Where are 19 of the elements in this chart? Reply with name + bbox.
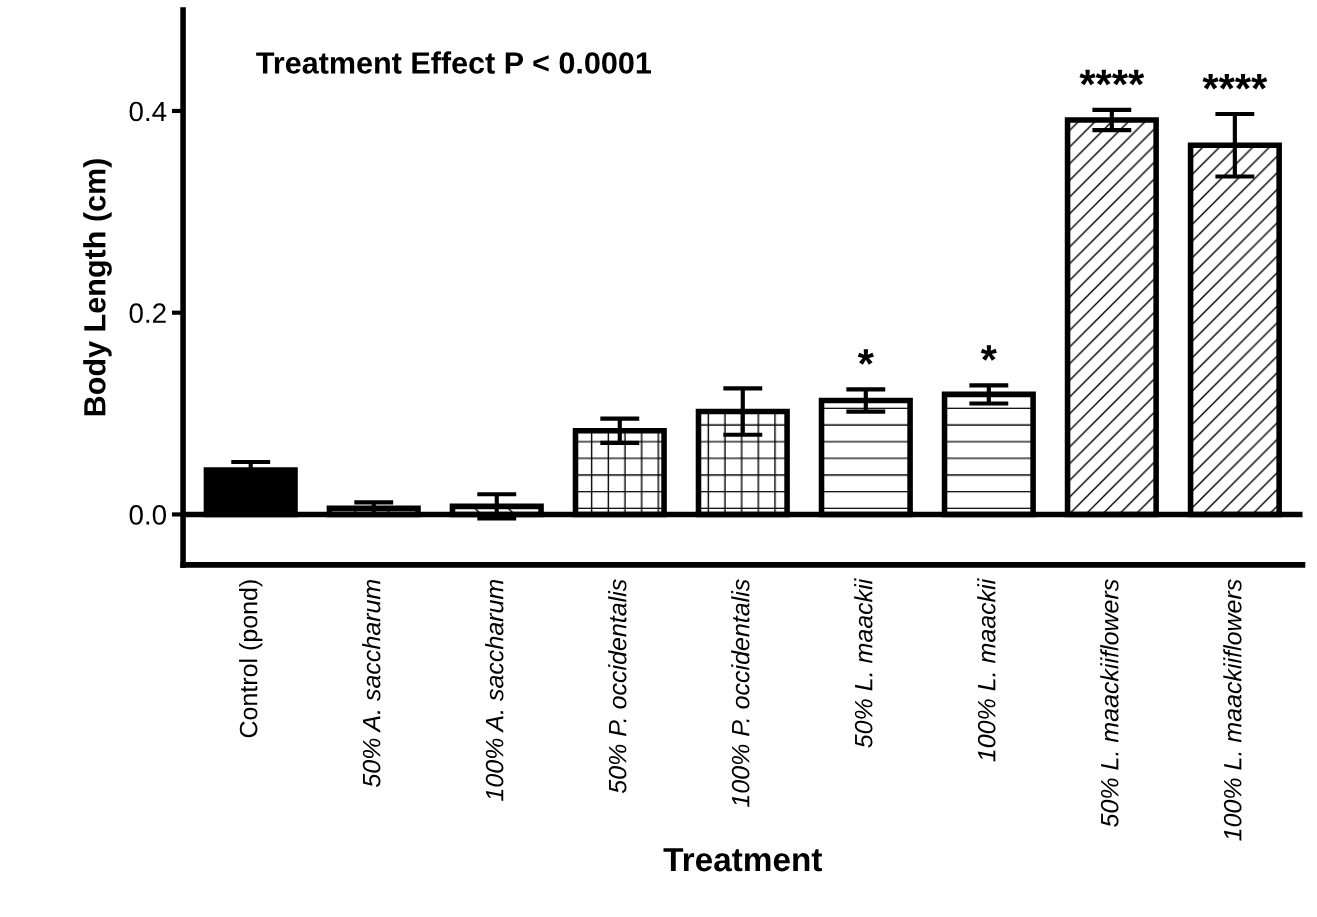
annotation: **** <box>1202 73 1268 90</box>
annotation: * <box>857 349 874 365</box>
y-tick-label: 0.4 <box>129 101 167 122</box>
x-tick-label: 50% A. saccharum <box>362 579 381 788</box>
y-tick-label: 0.2 <box>129 303 166 324</box>
y-axis-title: Body Length (cm) <box>83 159 112 416</box>
x-tick-label: 100% P. occidentalis <box>731 579 750 807</box>
x-tick-label: 100% A. saccharum <box>485 579 504 801</box>
x-tick-label: 50% L. maackiiflowers <box>1100 579 1119 827</box>
x-tick-label: Control (pond) <box>239 580 263 738</box>
annotation: * <box>980 345 997 361</box>
x-tick-label: 50% P. occidentalis <box>608 579 627 794</box>
annotation: **** <box>1079 69 1145 86</box>
annotation: Treatment Effect P < 0.0001 <box>256 51 652 74</box>
x-tick-label: 100% L. maackii <box>977 578 996 762</box>
y-tick-label: 0.0 <box>129 505 167 525</box>
x-tick-label: 100% L. maackiiflowers <box>1223 579 1242 841</box>
x-axis-title: Treatment <box>663 848 823 872</box>
x-tick-label: 50% L. maackii <box>854 578 873 748</box>
